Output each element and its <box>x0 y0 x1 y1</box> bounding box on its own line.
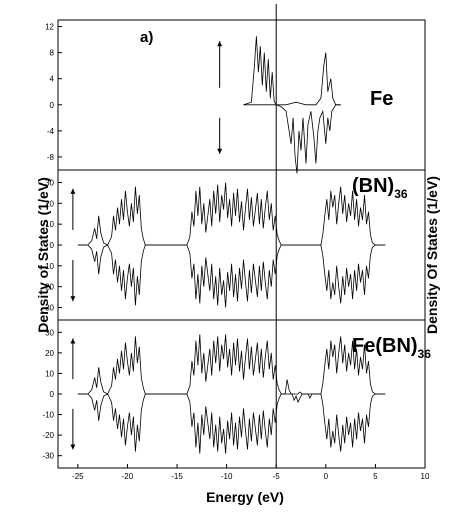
y-axis-label-right: Density Of States (1/eV) <box>424 176 440 334</box>
y-tick-label: 30 <box>45 328 54 337</box>
x-tick-label: -25 <box>72 472 84 481</box>
y-tick-label: 20 <box>45 199 54 208</box>
x-tick-label: -20 <box>122 472 134 481</box>
x-axis-label: Energy (eV) <box>206 489 284 505</box>
spin-down-arrowhead <box>217 148 223 154</box>
panel-2: 30 20 10 0 -10 -20 -30 (BN)36 <box>42 169 425 313</box>
y-tick-label: 12 <box>45 23 54 32</box>
spin-up-arrowhead <box>217 41 223 47</box>
spin-down-curve <box>243 104 341 174</box>
x-tick-label: -5 <box>273 472 281 481</box>
spin-up-curve <box>77 334 386 395</box>
y-tick-label: 0 <box>50 241 55 250</box>
x-tick-label: 10 <box>421 472 430 481</box>
y-tick-label: 20 <box>45 349 54 358</box>
spin-down-arrowhead <box>70 296 76 302</box>
panel-system-name: Fe <box>370 88 393 110</box>
y-tick-label: 30 <box>45 179 54 188</box>
y-tick-label: -20 <box>42 283 54 292</box>
panels: 12840-4-8Fe3020100-10-20-30(BN)363020100… <box>42 19 431 469</box>
panel-1: 12 8 4 0 -4 -8 Fe <box>45 23 393 174</box>
spin-down-arrowhead <box>70 444 76 450</box>
y-tick-label: 4 <box>50 75 55 84</box>
y-tick-label: 0 <box>50 101 55 110</box>
panel-label: a) <box>140 29 153 46</box>
y-axis-label-left: Density of States (1/eV) <box>35 177 51 333</box>
x-tick-label: 0 <box>324 472 329 481</box>
panel-system-label: Fe(BN)36 <box>352 335 431 361</box>
panel-3: 30 20 10 0 -10 -20 -30 Fe(BN)36 <box>42 319 431 461</box>
x-tick-label: -15 <box>171 472 183 481</box>
y-tick-label: -10 <box>42 411 54 420</box>
x-tick-label: 5 <box>373 472 378 481</box>
y-tick-label: -8 <box>47 153 55 162</box>
spin-up-curve <box>77 182 386 246</box>
panel-system-name: Fe(BN) <box>352 335 418 357</box>
y-tick-label: -30 <box>42 452 54 461</box>
y-tick-label: -20 <box>42 431 54 440</box>
y-tick-label: -30 <box>42 304 54 313</box>
spin-down-curve <box>77 244 386 308</box>
y-tick-label: 8 <box>50 49 55 58</box>
y-tick-label: 10 <box>45 369 54 378</box>
x-tick-label: -10 <box>221 472 233 481</box>
panel-system-subscript: 36 <box>418 347 432 361</box>
x-axis: -25 -20 -15 -10 -5 0 5 10 <box>72 464 430 481</box>
panel-system-subscript: 36 <box>394 187 408 201</box>
y-tick-label: -4 <box>47 127 55 136</box>
y-tick-label: 0 <box>50 390 55 399</box>
spin-up-arrowhead <box>70 338 76 344</box>
spin-down-curve <box>77 393 386 454</box>
plot-frame <box>57 19 426 469</box>
y-tick-label: 10 <box>45 220 54 229</box>
panel-system-name: (BN) <box>352 175 394 197</box>
spin-up-curve <box>243 36 341 106</box>
y-tick-label: -10 <box>42 262 54 271</box>
panel-system-label: (BN)36 <box>352 175 408 201</box>
panel-system-label: Fe <box>370 88 393 110</box>
spin-up-arrowhead <box>70 188 76 194</box>
